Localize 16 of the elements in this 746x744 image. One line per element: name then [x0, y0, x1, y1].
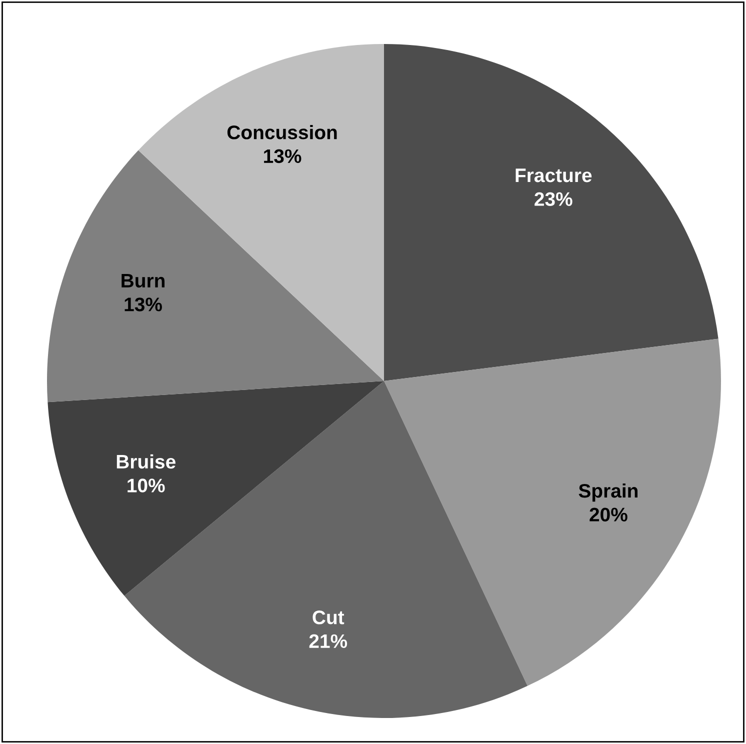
slice-label: Cut — [312, 610, 344, 624]
pie-slice — [47, 150, 384, 402]
slice-label: Concussion — [227, 125, 337, 140]
pie-slice — [384, 44, 718, 381]
data-label: 23% — [534, 192, 572, 206]
data-label: 13% — [124, 298, 162, 312]
data-label: 13% — [264, 149, 302, 164]
slice-label: Bruise — [116, 454, 176, 469]
slice-label: Burn — [122, 274, 164, 288]
data-label: 21% — [309, 634, 348, 648]
pie-slice — [48, 381, 384, 596]
data-label: 20% — [590, 508, 628, 522]
data-label: 10% — [128, 478, 165, 492]
slice-label: Fracture — [516, 168, 592, 182]
slice-label: Sprain — [578, 483, 638, 502]
pie-slice — [384, 338, 721, 686]
